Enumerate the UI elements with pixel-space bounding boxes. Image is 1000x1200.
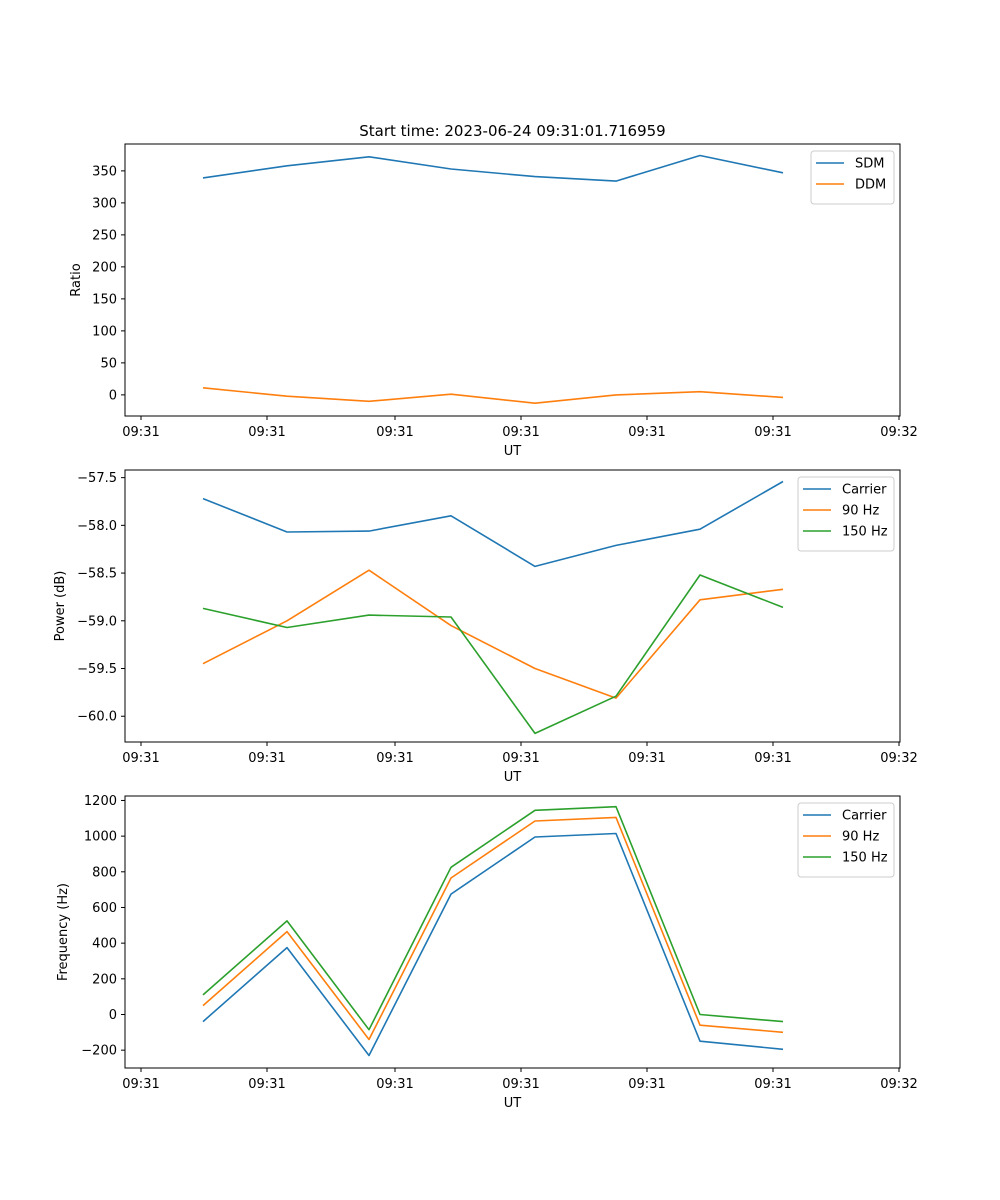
x-tick-label: 09:32 <box>880 1077 917 1092</box>
x-tick-label: 09:31 <box>248 425 285 440</box>
legend-box <box>810 150 895 205</box>
x-tick-label: 09:31 <box>376 425 413 440</box>
y-tick-label: 800 <box>92 865 117 880</box>
y-tick-label: 400 <box>92 937 117 952</box>
subplot-3: 09:31 09:31 09:31 09:31 09:31 09:31 09:32 UT −20… <box>56 794 918 1111</box>
y-axis-label: Frequency (Hz) <box>56 883 71 981</box>
y-tick-label: −200 <box>81 1044 117 1059</box>
series-line-sdm <box>202 154 784 182</box>
y-tick-label: 150 <box>92 292 117 307</box>
x-axis-label: UT <box>504 1096 522 1111</box>
legend-label: Carrier <box>842 809 887 824</box>
legend-box <box>797 802 895 878</box>
y-axis-label: Ratio <box>69 263 84 296</box>
axes-frame <box>124 469 901 743</box>
x-tick-label: 09:31 <box>502 1077 539 1092</box>
y-tick-label: 250 <box>92 228 117 243</box>
x-tick-label: 09:31 <box>628 1077 665 1092</box>
x-tick-label: 09:31 <box>248 1077 285 1092</box>
subplot-2: 09:31 09:31 09:31 09:31 09:31 09:31 09:32 UT −60… <box>53 469 918 785</box>
legend-label: SDM <box>855 157 884 172</box>
series-line-ddm <box>202 387 784 405</box>
axes-frame <box>124 795 901 1069</box>
y-tick-label: 1200 <box>84 794 117 809</box>
figure-title: Start time: 2023-06-24 09:31:01.716959 <box>359 122 665 140</box>
series-line-150-hz <box>202 574 784 735</box>
x-tick-label: 09:31 <box>376 751 413 766</box>
x-axis-label: UT <box>504 444 522 459</box>
y-tick-label: 350 <box>92 164 117 179</box>
series-line-carrier <box>202 832 784 1057</box>
series-line-90-hz <box>202 569 784 699</box>
x-tick-label: 09:31 <box>502 751 539 766</box>
legend-box <box>797 476 895 552</box>
series-line-90-hz <box>202 816 784 1041</box>
legend-label: DDM <box>855 178 886 193</box>
x-tick-label: 09:31 <box>502 425 539 440</box>
y-tick-label: 50 <box>100 356 117 371</box>
x-tick-label: 09:31 <box>628 425 665 440</box>
y-tick-label: −58.0 <box>77 519 117 534</box>
y-tick-label: −58.5 <box>77 567 117 582</box>
legend-label: 90 Hz <box>842 830 879 845</box>
y-tick-label: 1000 <box>84 830 117 845</box>
legend-label: 150 Hz <box>842 525 888 540</box>
subplot-1: 09:31 09:31 09:31 09:31 09:31 09:31 09:32 UT 0 50… <box>69 143 918 459</box>
legend-label: Carrier <box>842 483 887 498</box>
legend-label: 90 Hz <box>842 504 879 519</box>
y-tick-label: −57.5 <box>77 471 117 486</box>
y-tick-label: 0 <box>109 388 117 403</box>
legend: Carrier 90 Hz 150 Hz <box>797 802 895 878</box>
x-tick-label: 09:32 <box>880 751 917 766</box>
y-axis-label: Power (dB) <box>53 571 68 642</box>
y-tick-label: 0 <box>109 1008 117 1023</box>
x-tick-label: 09:31 <box>122 751 159 766</box>
x-tick-label: 09:31 <box>628 751 665 766</box>
series-line-carrier <box>202 480 784 568</box>
legend-label: 150 Hz <box>842 851 888 866</box>
y-tick-label: 200 <box>92 972 117 987</box>
y-tick-label: −59.5 <box>77 662 117 677</box>
legend: Carrier 90 Hz 150 Hz <box>797 476 895 552</box>
y-tick-label: 300 <box>92 196 117 211</box>
y-tick-label: 200 <box>92 260 117 275</box>
x-tick-label: 09:31 <box>754 751 791 766</box>
x-tick-label: 09:31 <box>754 425 791 440</box>
y-tick-label: 100 <box>92 324 117 339</box>
series-line-150-hz <box>202 805 784 1031</box>
axes-frame <box>124 143 901 417</box>
x-tick-label: 09:31 <box>376 1077 413 1092</box>
x-tick-label: 09:32 <box>880 425 917 440</box>
x-tick-label: 09:31 <box>248 751 285 766</box>
x-tick-label: 09:31 <box>122 1077 159 1092</box>
y-tick-label: −60.0 <box>77 710 117 725</box>
y-tick-label: −59.0 <box>77 614 117 629</box>
x-axis-label: UT <box>504 770 522 785</box>
x-tick-label: 09:31 <box>122 425 159 440</box>
x-tick-label: 09:31 <box>754 1077 791 1092</box>
legend: SDM DDM <box>810 150 895 205</box>
y-tick-label: 600 <box>92 901 117 916</box>
